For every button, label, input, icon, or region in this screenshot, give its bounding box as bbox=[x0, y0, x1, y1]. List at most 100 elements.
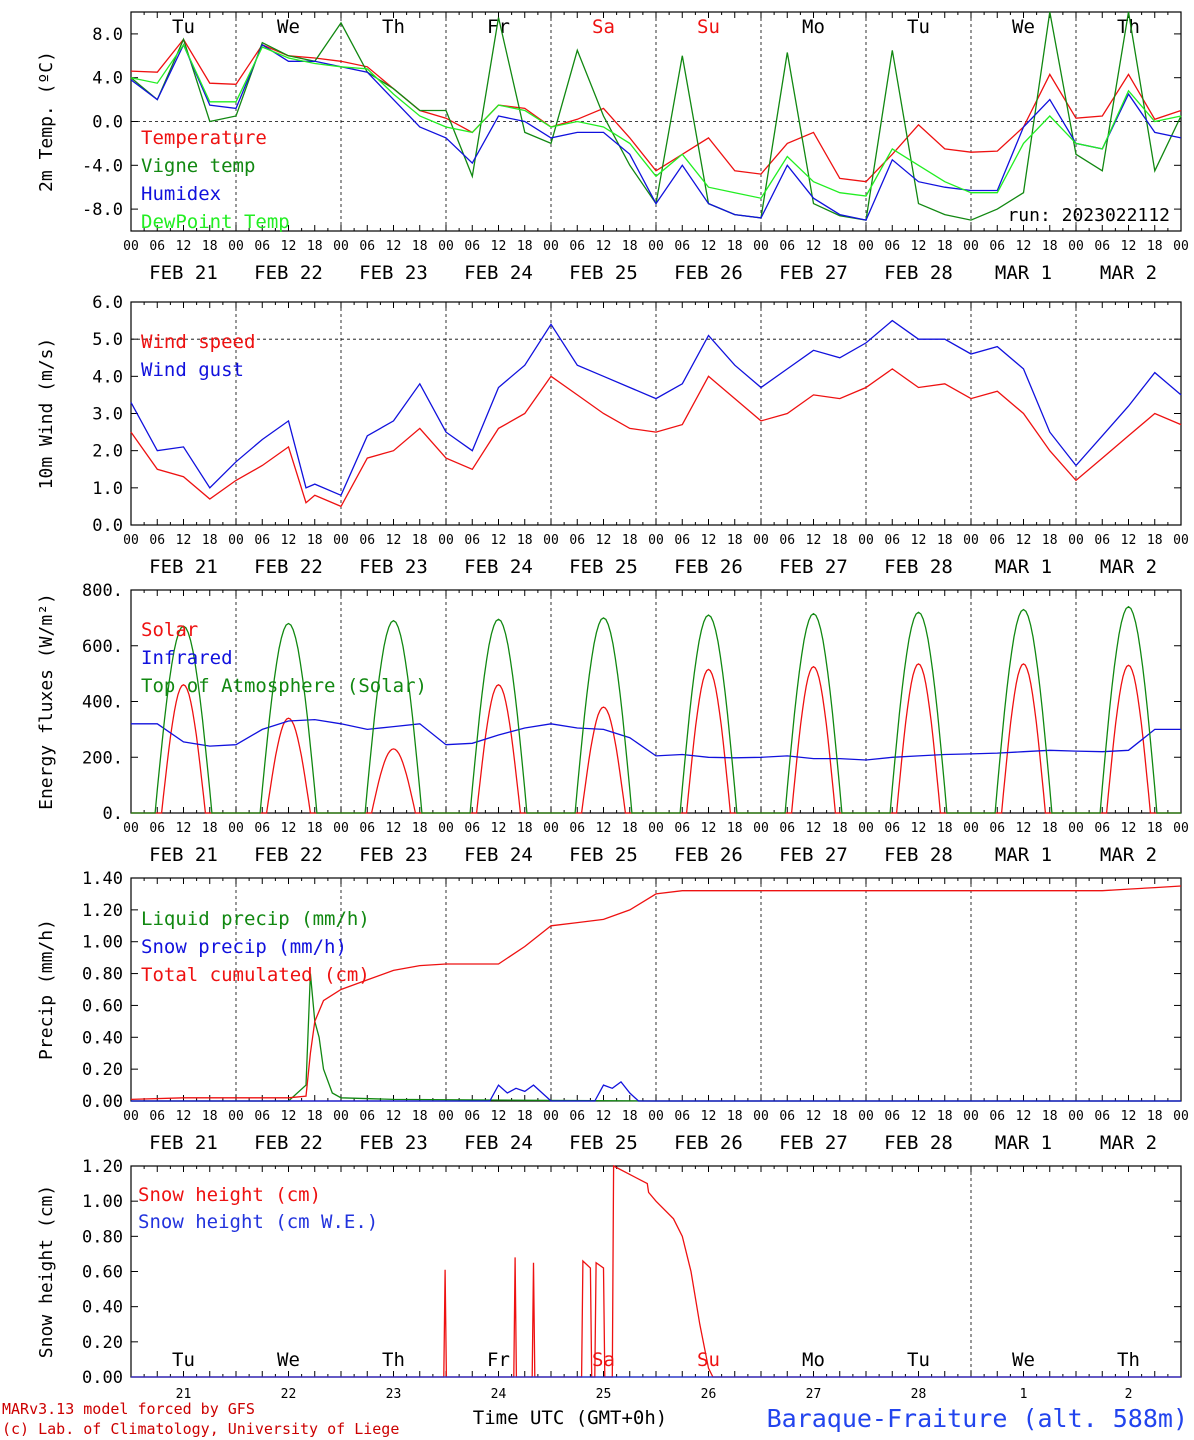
hour-tick-label: 06 bbox=[149, 239, 165, 254]
y-axis-label: Precip (mm/h) bbox=[36, 919, 57, 1060]
hour-tick-label: 00 bbox=[1173, 821, 1189, 836]
date-label: MAR 2 bbox=[1100, 556, 1157, 578]
hour-tick-label: 00 bbox=[333, 239, 349, 254]
legend-entry: Solar bbox=[141, 619, 198, 641]
legend-entry: Top of Atmosphere (Solar) bbox=[141, 675, 427, 697]
legend-entry: DewPoint Temp bbox=[141, 211, 290, 233]
date-label: MAR 1 bbox=[995, 556, 1052, 578]
date-label: FEB 28 bbox=[884, 1132, 953, 1154]
hour-tick-label: 12 bbox=[1016, 533, 1032, 548]
hour-tick-label: 12 bbox=[911, 1109, 927, 1124]
hour-tick-label: 18 bbox=[727, 533, 743, 548]
series-snow-precip-mm-h- bbox=[131, 1081, 1181, 1102]
hour-tick-label: 12 bbox=[806, 239, 822, 254]
hour-tick-label: 00 bbox=[228, 821, 244, 836]
hour-tick-label: 12 bbox=[491, 239, 507, 254]
date-label: FEB 21 bbox=[149, 1132, 218, 1154]
hour-tick-label: 06 bbox=[779, 1109, 795, 1124]
y-tick-label: 0.20 bbox=[82, 1333, 123, 1353]
hour-tick-label: 00 bbox=[543, 239, 559, 254]
y-tick-label: 200. bbox=[82, 748, 123, 768]
y-tick-label: 4.0 bbox=[92, 69, 123, 89]
date-label: FEB 21 bbox=[149, 262, 218, 284]
credit-line-1: MARv3.13 model forced by GFS bbox=[2, 1400, 255, 1418]
y-tick-label: 0.20 bbox=[82, 1060, 123, 1080]
hour-tick-label: 12 bbox=[1016, 239, 1032, 254]
hour-tick-label: 18 bbox=[412, 1109, 428, 1124]
hour-tick-label: 00 bbox=[858, 239, 874, 254]
y-tick-label: 0. bbox=[103, 804, 123, 824]
hour-tick-label: 00 bbox=[858, 821, 874, 836]
hour-tick-label: 18 bbox=[1042, 239, 1058, 254]
weekday-label: Su bbox=[697, 16, 720, 38]
hour-tick-label: 00 bbox=[1173, 533, 1189, 548]
legend-entry: Infrared bbox=[141, 647, 233, 669]
hour-tick-label: 12 bbox=[281, 821, 297, 836]
legend-entry: Wind gust bbox=[141, 359, 244, 381]
date-label: FEB 23 bbox=[359, 844, 428, 866]
series-total-cumulated-cm- bbox=[130, 885, 1182, 1101]
date-label: MAR 1 bbox=[995, 262, 1052, 284]
y-tick-label: 1.20 bbox=[82, 1157, 123, 1177]
hour-tick-label: 06 bbox=[359, 821, 375, 836]
date-label: MAR 1 bbox=[995, 1132, 1052, 1154]
hour-tick-label: 00 bbox=[333, 1109, 349, 1124]
hour-tick-label: 18 bbox=[202, 533, 218, 548]
series-liquid-precip-mm-h- bbox=[131, 973, 1181, 1102]
hour-tick-label: 06 bbox=[674, 821, 690, 836]
hour-tick-label: 00 bbox=[963, 821, 979, 836]
hour-tick-label: 12 bbox=[1121, 821, 1137, 836]
date-label: MAR 2 bbox=[1100, 262, 1157, 284]
hour-tick-label: 18 bbox=[622, 239, 638, 254]
y-tick-label: 600. bbox=[82, 637, 123, 657]
date-label: FEB 22 bbox=[254, 1132, 323, 1154]
hour-tick-label: 00 bbox=[228, 239, 244, 254]
hour-tick-label: 18 bbox=[622, 821, 638, 836]
date-label: FEB 26 bbox=[674, 262, 743, 284]
hour-tick-label: 18 bbox=[832, 239, 848, 254]
hour-tick-label: 00 bbox=[543, 1109, 559, 1124]
hour-tick-label: 12 bbox=[596, 1109, 612, 1124]
legend-entry: Snow height (cm W.E.) bbox=[138, 1211, 378, 1233]
hour-tick-label: 06 bbox=[359, 533, 375, 548]
date-label: FEB 25 bbox=[569, 844, 638, 866]
day-number-label: 26 bbox=[701, 1387, 717, 1402]
hour-tick-label: 12 bbox=[176, 1109, 192, 1124]
hour-tick-label: 06 bbox=[359, 1109, 375, 1124]
day-number-label: 24 bbox=[491, 1387, 507, 1402]
weekday-label: Mo bbox=[802, 16, 825, 38]
hour-tick-label: 12 bbox=[491, 1109, 507, 1124]
hour-tick-label: 06 bbox=[464, 239, 480, 254]
hour-tick-label: 06 bbox=[1094, 239, 1110, 254]
hour-tick-label: 06 bbox=[884, 533, 900, 548]
hour-tick-label: 00 bbox=[123, 1109, 139, 1124]
hour-tick-label: 00 bbox=[438, 533, 454, 548]
y-tick-label: 4.0 bbox=[92, 367, 123, 387]
weekday-label: Tu bbox=[907, 16, 930, 38]
hour-tick-label: 06 bbox=[464, 1109, 480, 1124]
hour-tick-label: 18 bbox=[517, 821, 533, 836]
hour-tick-label: 06 bbox=[989, 821, 1005, 836]
date-label: FEB 21 bbox=[149, 844, 218, 866]
hour-tick-label: 00 bbox=[1068, 239, 1084, 254]
hour-tick-label: 18 bbox=[622, 1109, 638, 1124]
date-label: FEB 24 bbox=[464, 556, 533, 578]
hour-tick-label: 18 bbox=[622, 533, 638, 548]
series-wind-speed bbox=[130, 368, 1182, 508]
y-tick-label: -8.0 bbox=[82, 200, 123, 220]
date-label: FEB 25 bbox=[569, 556, 638, 578]
hour-tick-label: 00 bbox=[123, 821, 139, 836]
hour-tick-label: 06 bbox=[569, 239, 585, 254]
hour-tick-label: 00 bbox=[438, 821, 454, 836]
hour-tick-label: 06 bbox=[674, 533, 690, 548]
hour-tick-label: 06 bbox=[254, 821, 270, 836]
y-tick-label: 5.0 bbox=[92, 330, 123, 350]
hour-tick-label: 00 bbox=[1173, 239, 1189, 254]
hour-tick-label: 12 bbox=[806, 1109, 822, 1124]
hour-tick-label: 18 bbox=[202, 821, 218, 836]
panel-2: 0.0 1.0 2.0 3.0 4.0 5.0 6.0 10m Wind (m/s) 00 06 1… bbox=[36, 293, 1189, 578]
hour-tick-label: 06 bbox=[464, 821, 480, 836]
y-tick-label: 0.60 bbox=[82, 1263, 123, 1283]
station-title: Baraque-Fraiture (alt. 588m) bbox=[767, 1404, 1188, 1433]
